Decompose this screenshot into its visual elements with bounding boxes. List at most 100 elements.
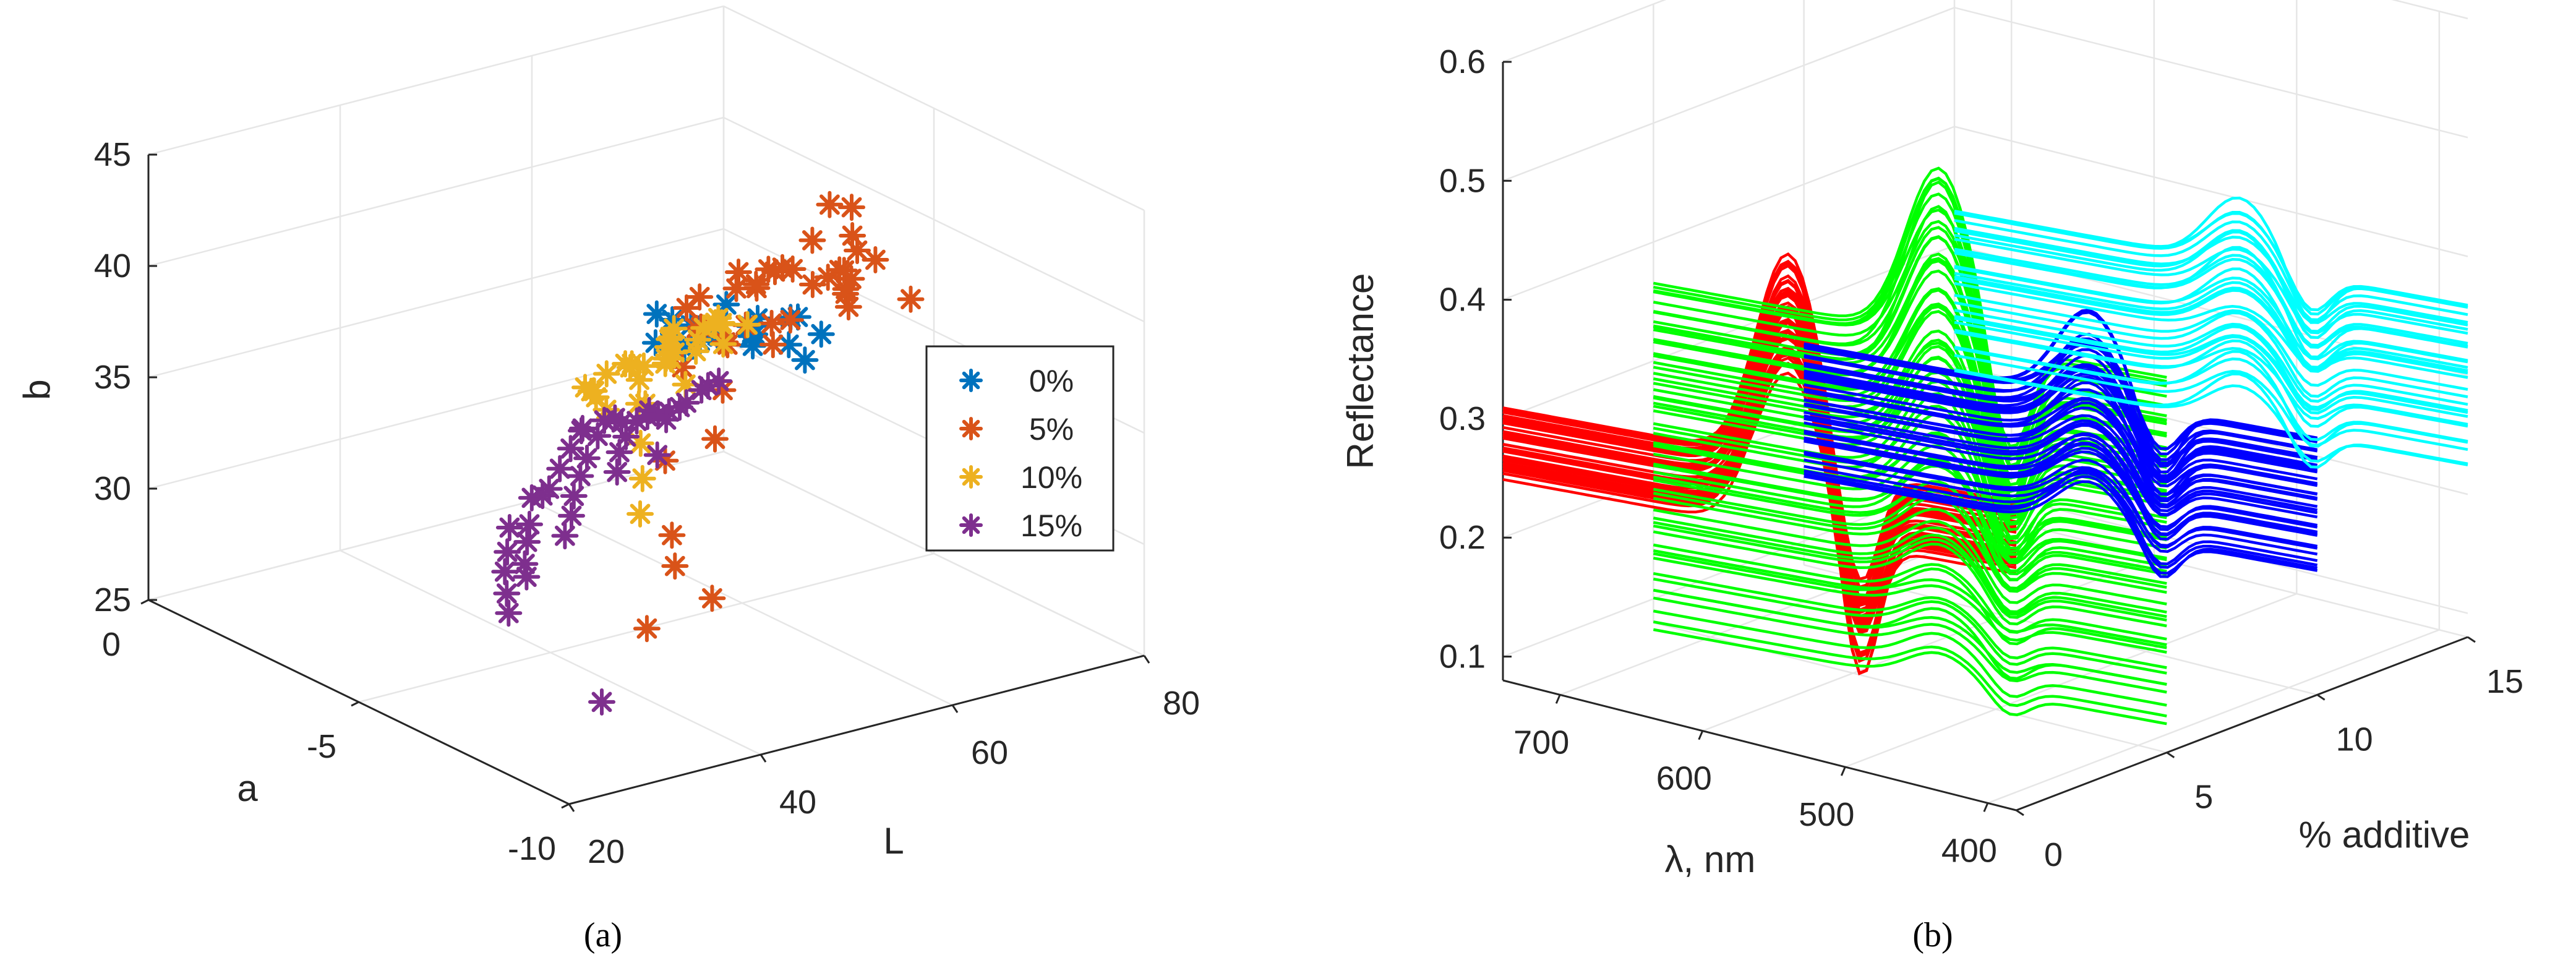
scatter-point — [658, 521, 686, 549]
grid-line — [148, 228, 724, 379]
scatter-point — [653, 406, 680, 434]
scatter-point — [844, 237, 871, 264]
spectrum-line — [1954, 277, 2468, 375]
scatter-point — [546, 455, 574, 482]
lambda-tick-mark — [1983, 802, 1989, 812]
spectrum-line — [1804, 383, 2318, 484]
scatter-point — [722, 275, 750, 302]
scatter-point — [862, 246, 889, 273]
a-tick-label: -10 — [508, 830, 556, 867]
scatter-point — [709, 376, 737, 404]
spectrum-line — [1653, 552, 2167, 649]
spectrum-line — [1954, 301, 2468, 398]
spectrum-line — [1804, 421, 2318, 519]
spectrum-line — [1804, 417, 2318, 516]
spectrum-line — [1653, 620, 2167, 717]
scatter-point — [838, 194, 865, 221]
scatter-point — [627, 429, 654, 457]
a-tick-label: 0 — [102, 626, 121, 663]
spectrum-line — [1804, 458, 2318, 556]
spectrum-line — [1804, 381, 2318, 495]
reflectance-tick-label: 0.4 — [1439, 281, 1486, 319]
scatter-point — [709, 330, 737, 358]
spectrum-line — [1954, 238, 2468, 335]
scatter-point — [603, 458, 631, 486]
scatter-point — [672, 389, 700, 417]
scatter-point — [641, 329, 669, 357]
scatter-point — [755, 255, 782, 283]
legend-entry: 15% — [1021, 508, 1082, 543]
spectrum-line — [1653, 577, 2167, 675]
spectrum-line — [1804, 401, 2318, 507]
scatter-point — [673, 294, 700, 322]
scatter-point — [690, 314, 717, 342]
spectrum-line — [1804, 343, 2318, 450]
spectrum-line — [1804, 469, 2318, 569]
a-tick-mark — [140, 599, 149, 605]
grid-line — [148, 5, 724, 156]
spectrum-line — [1502, 286, 2017, 589]
spectrum-line — [1954, 209, 2468, 312]
scatter-point — [588, 688, 615, 716]
panel-a-axes: 20 40 60 80 -10 -5 0 25 30 35 40 45 La b — [16, 136, 1200, 870]
spectrum-line — [1954, 330, 2468, 428]
scatter-point — [612, 423, 640, 450]
grid-line — [1954, 7, 2468, 139]
scatter-point — [657, 323, 685, 351]
a-tick-mark — [561, 803, 570, 809]
spectrum-line — [1653, 543, 2167, 641]
b-tick-label: 30 — [94, 470, 131, 507]
scatter-point — [630, 352, 657, 380]
additive-tick-mark — [2467, 636, 2476, 643]
spectrum-line — [1954, 226, 2468, 324]
a-tick-mark — [351, 701, 359, 707]
legend-entry: 5% — [1029, 412, 1074, 447]
spectrum-line — [1954, 346, 2468, 448]
b-axis-label: b — [16, 379, 58, 400]
series-15pct — [1954, 196, 2468, 469]
scatter-point — [668, 353, 696, 381]
spectrum-line — [1653, 588, 2167, 686]
series-15pct — [491, 367, 733, 716]
scatter-point — [744, 304, 771, 332]
scatter-point — [660, 315, 688, 343]
scatter-point — [551, 522, 579, 550]
caption-a: (a) — [584, 916, 622, 954]
grid-line — [1987, 629, 2440, 804]
l-axis-line — [568, 654, 1145, 805]
legend-box — [925, 345, 1115, 552]
additive-tick-label: 5 — [2194, 779, 2213, 816]
scatter-point — [516, 510, 543, 538]
spectrum-line — [1804, 411, 2318, 509]
spectrum-line — [1804, 354, 2318, 483]
spectrum-line — [1954, 354, 2468, 452]
scatter-point — [616, 354, 644, 382]
spectrum-line — [1653, 287, 2167, 499]
spectrum-line — [1954, 266, 2468, 369]
panel-b-lines — [1502, 166, 2468, 726]
scatter-point — [627, 500, 654, 528]
scatter-point — [495, 514, 523, 541]
spectrum-line — [1954, 320, 2468, 418]
panel-b-axes: 700 600 500 400 0 5 10 15 0.1 0.2 0.3 0.4 0.5 0.6 λ, n… — [1340, 43, 2523, 880]
scatter-point — [698, 585, 726, 612]
panel-a-points — [491, 191, 925, 716]
legend-marker — [959, 513, 983, 537]
spectrum-line — [1653, 572, 2167, 669]
l-tick-mark — [951, 704, 959, 713]
spectrum-line — [1954, 281, 2468, 379]
spectrum-line — [1954, 368, 2468, 469]
scatter-point — [605, 439, 633, 466]
lambda-tick-mark — [1555, 694, 1561, 704]
scatter-point — [830, 257, 858, 285]
scatter-point — [742, 270, 770, 298]
l-tick-label: 40 — [779, 784, 816, 821]
spectrum-line — [1502, 305, 2017, 602]
panel-b-waterfall3d: 700 600 500 400 0 5 10 15 0.1 0.2 0.3 0.4 0.5 0.6 λ, n… — [1340, 0, 2523, 880]
a-tick-label: -5 — [307, 728, 336, 765]
panel-a-scatter3d: 20 40 60 80 -10 -5 0 25 30 35 40 45 La b 0% 5% 10% 15% — [16, 5, 1200, 870]
grid-line — [1502, 0, 1667, 63]
spectrum-line — [1653, 380, 2167, 554]
lambda-tick-mark — [1698, 730, 1704, 740]
legend-marker — [959, 465, 983, 489]
